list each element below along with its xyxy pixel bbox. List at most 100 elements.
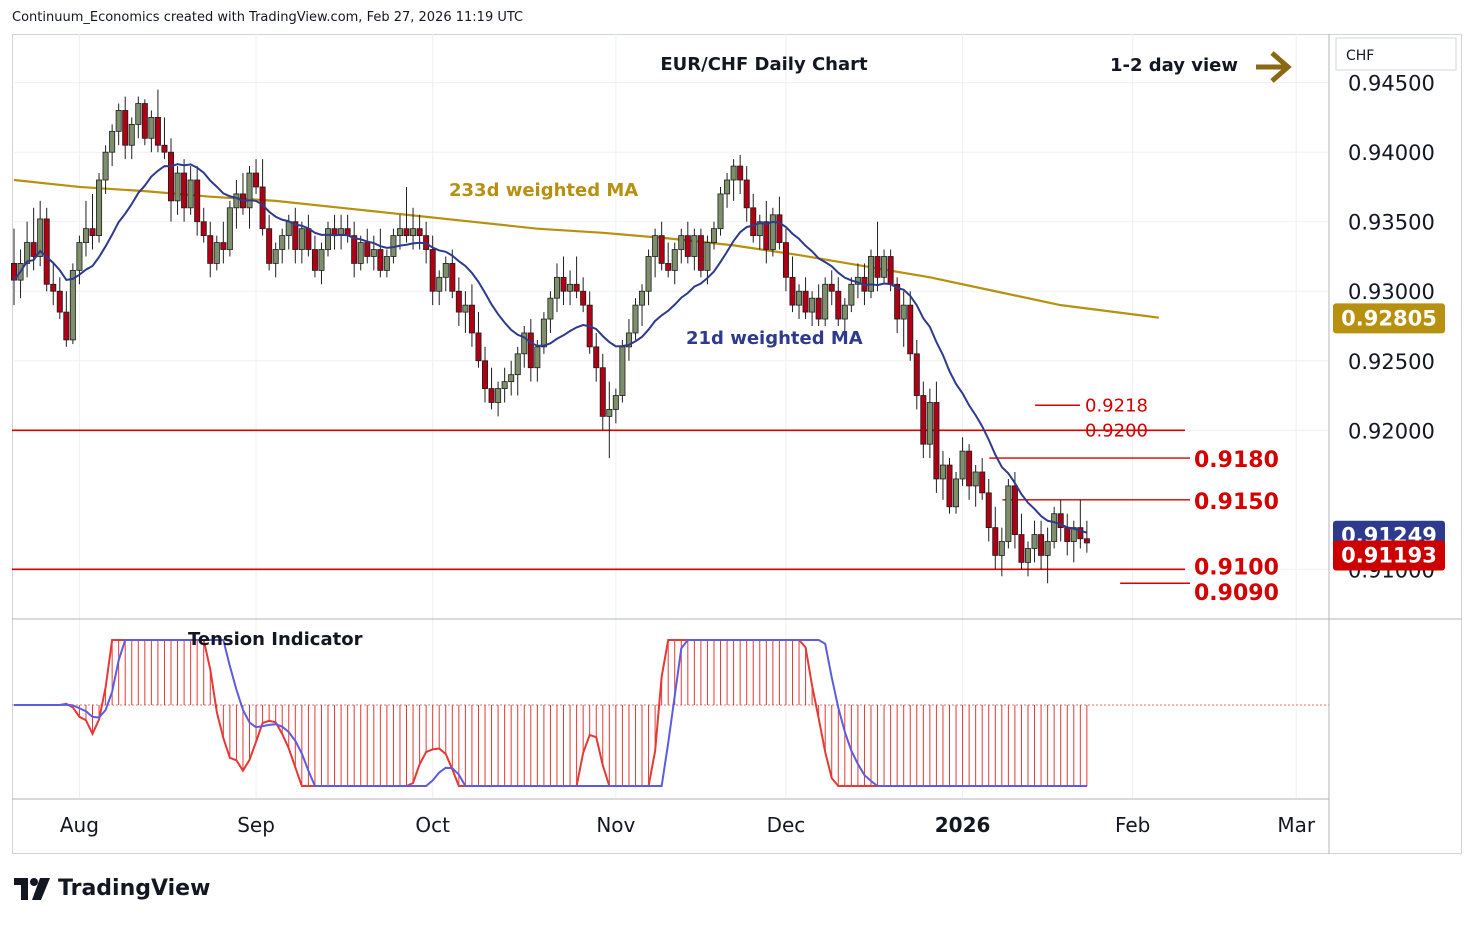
- level-label: 0.9150: [1194, 490, 1279, 515]
- x-tick-label: Mar: [1277, 813, 1316, 837]
- candle-body: [815, 297, 822, 320]
- candle-body: [985, 492, 992, 529]
- candle-body: [697, 235, 704, 271]
- candle-body: [593, 346, 600, 369]
- candle-body: [488, 388, 495, 403]
- candle-body: [122, 110, 129, 146]
- level-label: 0.9218: [1085, 395, 1148, 416]
- candle-body: [279, 235, 286, 250]
- candle-body: [913, 353, 920, 396]
- candle-body: [174, 172, 181, 202]
- candle-body: [292, 221, 299, 250]
- candle-body: [364, 242, 371, 257]
- x-tick-label: Oct: [415, 813, 450, 837]
- candle-body: [1005, 485, 1012, 542]
- x-tick-label: Feb: [1115, 813, 1150, 837]
- candle-body: [841, 304, 848, 320]
- candle-body: [233, 193, 240, 209]
- candle-body: [148, 117, 155, 139]
- candle-body: [992, 527, 999, 556]
- candle-body: [272, 249, 279, 264]
- candle-body: [30, 242, 37, 257]
- candle-body: [926, 402, 933, 445]
- chart-title: EUR/CHF Daily Chart: [660, 54, 868, 75]
- candle-body: [763, 221, 770, 250]
- level-label: 0.9180: [1194, 448, 1279, 473]
- candle-body: [253, 172, 260, 188]
- candle-body: [789, 276, 796, 306]
- candle-body: [887, 256, 894, 285]
- candle-body: [311, 249, 318, 271]
- y-tick-label: 0.94500: [1348, 72, 1435, 96]
- candle-body: [796, 290, 803, 306]
- candle-body: [89, 228, 96, 237]
- candle-body: [737, 165, 744, 181]
- x-tick-label: Sep: [237, 813, 275, 837]
- candle-body: [285, 221, 292, 237]
- candle-body: [828, 283, 835, 292]
- candle-body: [325, 228, 332, 250]
- tradingview-logo[interactable]: TradingView: [14, 876, 210, 901]
- candle-body: [305, 228, 312, 250]
- candle-body: [867, 256, 874, 292]
- candle-body: [69, 269, 76, 341]
- candle-body: [508, 374, 515, 383]
- candle-body: [246, 172, 253, 209]
- candle-body: [115, 110, 122, 132]
- candle-body: [482, 360, 489, 389]
- candle-body: [1038, 534, 1045, 556]
- candle-body: [874, 256, 881, 278]
- level-label: 0.9100: [1194, 555, 1279, 580]
- candle-body: [168, 151, 175, 202]
- candle-body: [1018, 534, 1025, 563]
- candle-body: [678, 235, 685, 250]
- currency-label: CHF: [1346, 48, 1374, 64]
- candle-body: [1011, 485, 1018, 535]
- candle-body: [671, 249, 678, 271]
- chart-credit: Continuum_Economics created with Trading…: [12, 10, 524, 25]
- candle-body: [966, 450, 973, 487]
- candle-body: [580, 290, 587, 306]
- chart-frame: [12, 34, 1462, 854]
- candle-body: [501, 381, 508, 389]
- candle-body: [377, 249, 384, 271]
- candle-body: [933, 402, 940, 480]
- candle-body: [76, 242, 83, 271]
- candle-body: [704, 242, 711, 271]
- candle-body: [658, 235, 665, 264]
- candle-body: [50, 283, 57, 292]
- candle-body: [632, 304, 639, 334]
- candle-body: [403, 228, 410, 237]
- candle-body: [743, 179, 750, 209]
- x-tick-label: Nov: [596, 813, 635, 837]
- candle-body: [691, 235, 698, 257]
- candle-body: [475, 332, 482, 362]
- candle-body: [468, 304, 475, 334]
- candle-body: [724, 179, 731, 195]
- candle-body: [881, 256, 888, 278]
- arrow-right-icon: [1256, 51, 1292, 83]
- candle-body: [809, 297, 816, 313]
- price-tag-label: 0.92805: [1341, 306, 1437, 330]
- price-tag: [1333, 540, 1445, 571]
- candle-body: [82, 228, 89, 243]
- candle-body: [43, 218, 50, 285]
- candle-body: [154, 117, 161, 146]
- candle-body: [37, 218, 44, 257]
- candle-body: [782, 242, 789, 278]
- candle-body: [521, 332, 528, 355]
- tradingview-logo-icon: [14, 877, 50, 900]
- candle-body: [161, 144, 168, 153]
- candle-body: [802, 290, 809, 313]
- y-tick-label: 0.92000: [1348, 419, 1435, 443]
- candle-body: [357, 242, 364, 264]
- candle-body: [1083, 538, 1090, 544]
- candle-body: [1064, 527, 1071, 542]
- candle-body: [135, 103, 142, 125]
- candle-body: [946, 464, 953, 508]
- candle-body: [200, 221, 207, 237]
- y-tick-label: 0.93000: [1348, 280, 1435, 304]
- candle-body: [534, 346, 541, 369]
- candle-body: [207, 235, 214, 264]
